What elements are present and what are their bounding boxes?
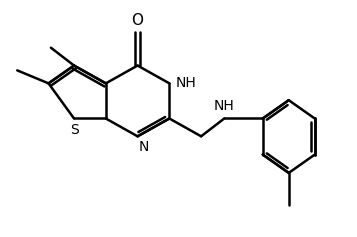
Text: O: O xyxy=(132,13,144,28)
Text: N: N xyxy=(139,140,149,154)
Text: S: S xyxy=(70,123,79,137)
Text: NH: NH xyxy=(175,76,196,90)
Text: NH: NH xyxy=(214,99,235,113)
